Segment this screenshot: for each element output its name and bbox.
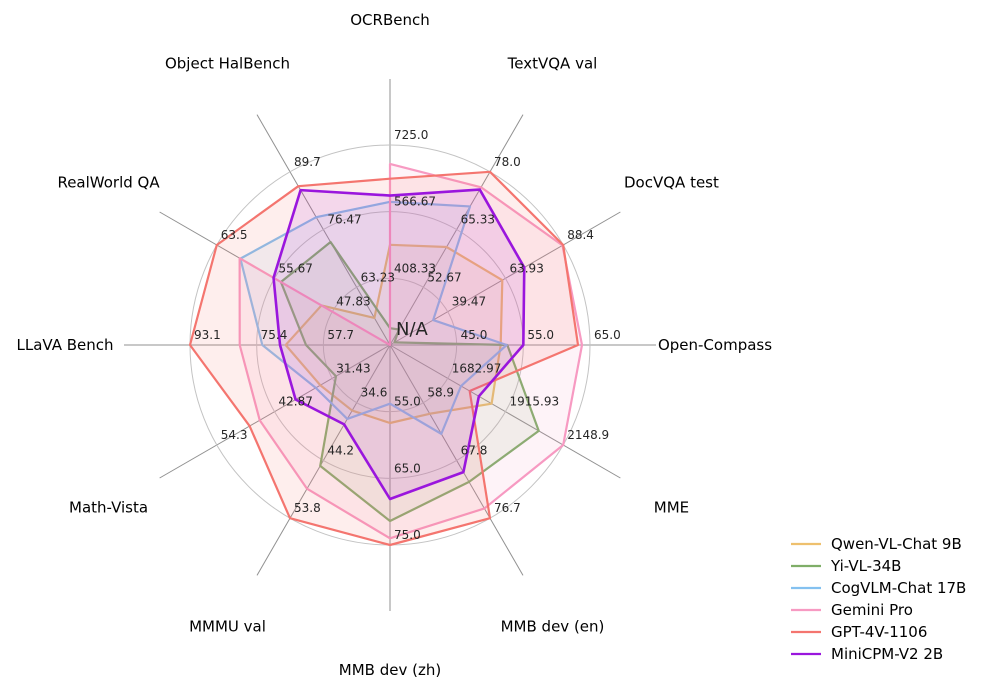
- axis-label-realworld-qa: RealWorld QA: [57, 174, 160, 192]
- tick-label: 65.33: [461, 213, 495, 227]
- axis-label-llava-bench: LLaVA Bench: [16, 336, 113, 354]
- tick-label: 89.7: [294, 155, 321, 169]
- legend-label: Qwen-VL-Chat 9B: [831, 535, 962, 553]
- center-na-label: N/A: [396, 319, 429, 340]
- tick-label: 63.93: [509, 261, 543, 275]
- axis-label-textvqa-val: TextVQA val: [507, 55, 598, 73]
- tick-label: 47.83: [336, 295, 370, 309]
- legend-label: Gemini Pro: [831, 601, 913, 619]
- tick-label: 2148.9: [567, 428, 609, 442]
- tick-labels-group: 408.33 566.67 725.0 52.67 65.33 78.0 39.47 63.9…: [194, 128, 621, 542]
- tick-label: 55.0: [394, 395, 421, 409]
- tick-label: 34.6: [361, 386, 388, 400]
- axis-label-mmmu-val: MMMU val: [189, 617, 266, 635]
- tick-label: 1682.97: [452, 361, 502, 375]
- legend-item: CogVLM-Chat 17B: [791, 579, 966, 597]
- tick-label: 57.7: [327, 328, 354, 342]
- tick-label: 88.4: [567, 228, 594, 242]
- axis-label-mmb-dev-en-: MMB dev (en): [501, 617, 605, 635]
- tick-label: 55.0: [527, 328, 554, 342]
- legend-item: Gemini Pro: [791, 601, 913, 619]
- tick-label: 76.47: [327, 213, 361, 227]
- tick-label: 566.67: [394, 195, 436, 209]
- legend-label: CogVLM-Chat 17B: [831, 579, 966, 597]
- tick-label: 63.5: [221, 228, 248, 242]
- series-polygon: [188, 170, 580, 547]
- axis-label-docvqa-test: DocVQA test: [624, 174, 719, 192]
- tick-label: 725.0: [394, 128, 428, 142]
- axis-label-math-vista: Math-Vista: [69, 499, 148, 517]
- axis-label-ocrbench: OCRBench: [350, 11, 429, 29]
- series-polygon: [272, 188, 526, 501]
- tick-label: 52.67: [427, 270, 461, 284]
- legend-item: Yi-VL-34B: [791, 557, 901, 575]
- tick-label: 75.4: [261, 328, 288, 342]
- axis-label-mme: MME: [654, 499, 689, 517]
- tick-label: 42.87: [279, 395, 313, 409]
- tick-label: 76.7: [494, 501, 521, 515]
- tick-label: 65.0: [594, 328, 621, 342]
- tick-label: 63.23: [361, 270, 395, 284]
- tick-label: 31.43: [336, 361, 370, 375]
- legend-label: Yi-VL-34B: [830, 557, 901, 575]
- axis-labels-group: OCRBench TextVQA val DocVQA test Open-Compa…: [16, 11, 772, 679]
- tick-label: 408.33: [394, 261, 436, 275]
- series-gpt-4v-1106: [188, 170, 580, 547]
- tick-label: 55.67: [279, 261, 313, 275]
- tick-label: 44.2: [327, 443, 354, 457]
- legend-item: Qwen-VL-Chat 9B: [791, 535, 962, 553]
- tick-label: 93.1: [194, 328, 221, 342]
- legend-label: GPT-4V-1106: [831, 623, 927, 641]
- legend-item: GPT-4V-1106: [791, 623, 927, 641]
- tick-label: 45.0: [461, 328, 488, 342]
- tick-label: 53.8: [294, 501, 321, 515]
- legend-item: MiniCPM-V2 2B: [791, 645, 943, 663]
- tick-label: 67.8: [461, 443, 488, 457]
- tick-label: 58.9: [427, 386, 454, 400]
- tick-label: 54.3: [221, 428, 248, 442]
- tick-label: 1915.93: [509, 395, 559, 409]
- tick-label: 75.0: [394, 528, 421, 542]
- legend: Qwen-VL-Chat 9B Yi-VL-34B CogVLM-Chat 17B G…: [791, 535, 966, 663]
- tick-label: 39.47: [452, 295, 486, 309]
- axis-label-object-halbench: Object HalBench: [165, 55, 290, 73]
- axis-label-mmb-dev-zh-: MMB dev (zh): [339, 661, 441, 679]
- series-minicpm-v2-2b: [272, 188, 526, 501]
- legend-label: MiniCPM-V2 2B: [831, 645, 943, 663]
- axis-label-open-compass: Open-Compass: [658, 336, 772, 354]
- tick-label: 78.0: [494, 155, 521, 169]
- tick-label: 65.0: [394, 461, 421, 475]
